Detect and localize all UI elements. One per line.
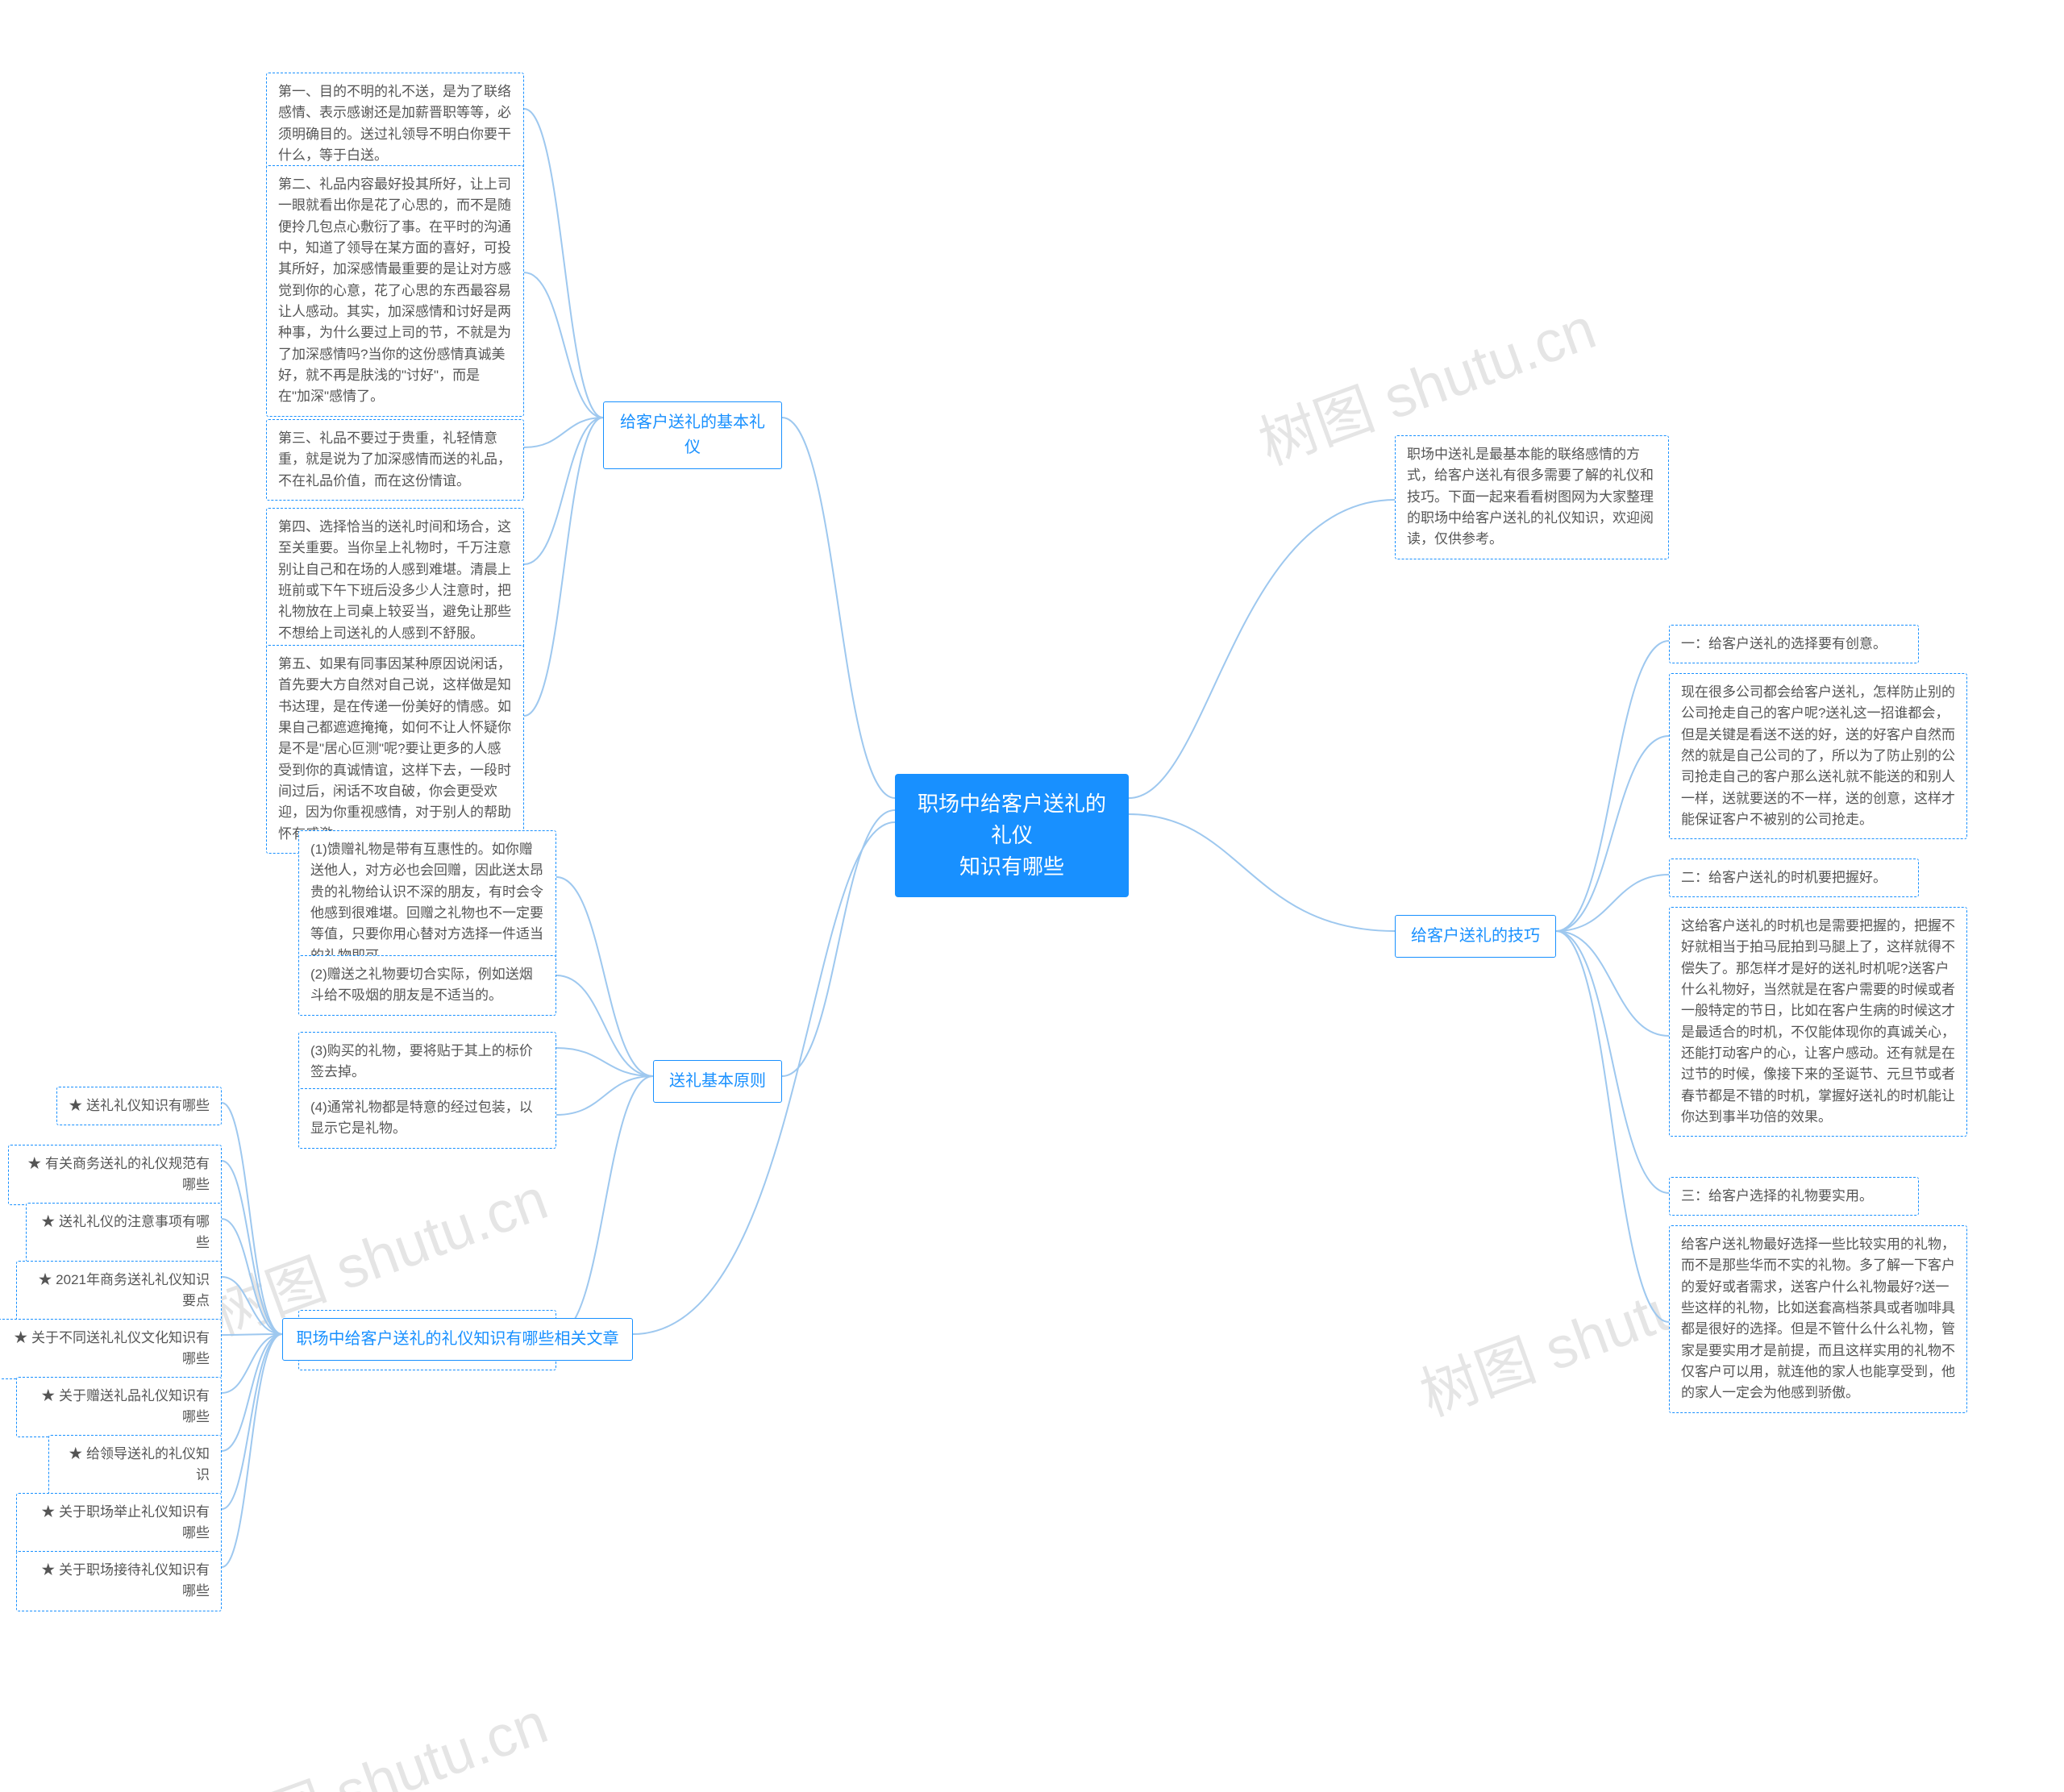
basic-5[interactable]: 第五、如果有同事因某种原因说闲话，首先要大方自然对自己说，这样做是知书达理，是在… — [266, 645, 524, 854]
related-6[interactable]: ★ 关于赠送礼品礼仪知识有哪些 — [16, 1377, 222, 1437]
basic-1[interactable]: 第一、目的不明的礼不送，是为了联络感情、表示感谢还是加薪晋职等等，必须明确目的。… — [266, 73, 524, 175]
related-2[interactable]: ★ 有关商务送礼的礼仪规范有哪些 — [8, 1145, 222, 1205]
branch-basic[interactable]: 给客户送礼的基本礼仪 — [603, 401, 782, 469]
skill-1-head[interactable]: 一：给客户送礼的选择要有创意。 — [1669, 625, 1919, 663]
skill-2-text[interactable]: 这给客户送礼的时机也是需要把握的，把握不好就相当于拍马屁拍到马腿上了，这样就得不… — [1669, 907, 1967, 1137]
basic-4[interactable]: 第四、选择恰当的送礼时间和场合，这至关重要。当你呈上礼物时，千万注意别让自己和在… — [266, 508, 524, 653]
skill-2-head[interactable]: 二：给客户送礼的时机要把握好。 — [1669, 859, 1919, 897]
watermark: 树图 shutu.cn — [198, 1676, 557, 1792]
principle-4[interactable]: (4)通常礼物都是特意的经过包装，以显示它是礼物。 — [298, 1088, 556, 1149]
related-5[interactable]: ★ 关于不同送礼礼仪文化知识有哪些 — [0, 1319, 222, 1379]
skill-1-text[interactable]: 现在很多公司都会给客户送礼，怎样防止别的公司抢走自己的客户呢?送礼这一招谁都会，… — [1669, 673, 1967, 839]
related-4[interactable]: ★ 2021年商务送礼礼仪知识要点 — [16, 1261, 222, 1321]
basic-2[interactable]: 第二、礼品内容最好投其所好，让上司一眼就看出你是花了心思的，而不是随便拎几包点心… — [266, 165, 524, 417]
center-title-line2: 知识有哪些 — [959, 854, 1064, 879]
principle-2[interactable]: (2)赠送之礼物要切合实际，例如送烟斗给不吸烟的朋友是不适当的。 — [298, 955, 556, 1016]
branch-related[interactable]: 职场中给客户送礼的礼仪知识有哪些相关文章 — [282, 1318, 633, 1361]
related-3[interactable]: ★ 送礼礼仪的注意事项有哪些 — [26, 1203, 222, 1263]
principle-1[interactable]: (1)馈赠礼物是带有互惠性的。如你赠送他人，对方必也会回赠，因此送太昂贵的礼物给… — [298, 830, 556, 975]
center-title-line1: 职场中给客户送礼的礼仪 — [918, 792, 1106, 847]
basic-3[interactable]: 第三、礼品不要过于贵重，礼轻情意重，就是说为了加深感情而送的礼品，不在礼品价值，… — [266, 419, 524, 501]
principle-3[interactable]: (3)购买的礼物，要将贴于其上的标价签去掉。 — [298, 1032, 556, 1092]
related-9[interactable]: ★ 关于职场接待礼仪知识有哪些 — [16, 1551, 222, 1611]
branch-skills[interactable]: 给客户送礼的技巧 — [1395, 915, 1556, 958]
related-8[interactable]: ★ 关于职场举止礼仪知识有哪些 — [16, 1493, 222, 1553]
skill-3-head[interactable]: 三：给客户选择的礼物要实用。 — [1669, 1177, 1919, 1216]
center-node[interactable]: 职场中给客户送礼的礼仪 知识有哪些 — [895, 774, 1129, 897]
related-1[interactable]: ★ 送礼礼仪知识有哪些 — [56, 1087, 222, 1125]
intro-leaf[interactable]: 职场中送礼是最基本能的联络感情的方式，给客户送礼有很多需要了解的礼仪和技巧。下面… — [1395, 435, 1669, 559]
branch-principle[interactable]: 送礼基本原则 — [653, 1060, 782, 1103]
skill-3-text[interactable]: 给客户送礼物最好选择一些比较实用的礼物，而不是那些华而不实的礼物。多了解一下客户… — [1669, 1225, 1967, 1413]
related-7[interactable]: ★ 给领导送礼的礼仪知识 — [48, 1435, 222, 1495]
